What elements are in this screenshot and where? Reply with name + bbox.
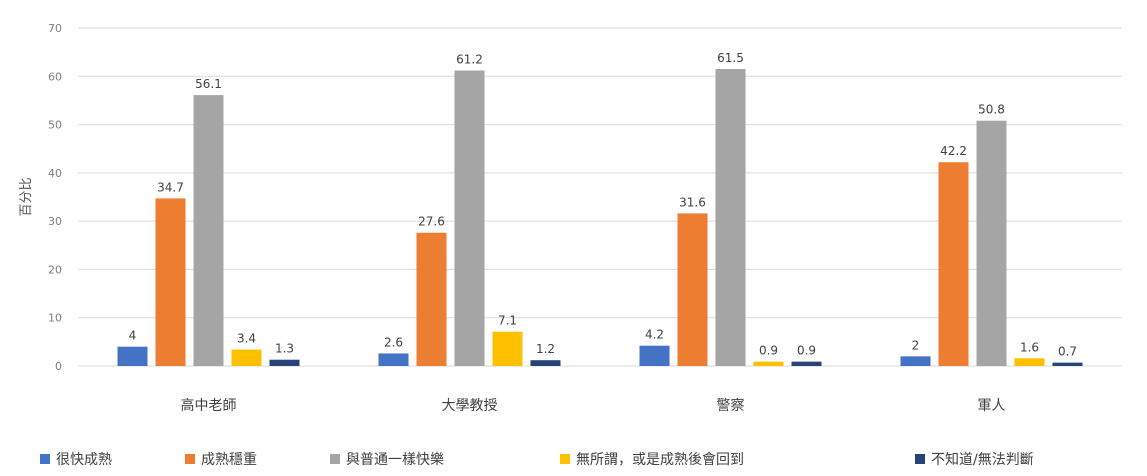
bar: [938, 162, 969, 366]
data-label: 1.3: [275, 342, 294, 356]
gridlines: [78, 27, 1122, 367]
bar: [193, 95, 224, 367]
data-label: 7.1: [498, 314, 517, 328]
y-tick-label: 20: [48, 263, 62, 276]
bar: [715, 69, 746, 367]
legend-label: 成熟穩重: [201, 452, 257, 468]
y-tick-label: 40: [48, 167, 62, 180]
data-label: 2.6: [384, 335, 403, 349]
bar: [117, 346, 148, 366]
x-category-label: 大學教授: [442, 398, 498, 414]
legend-label: 與普通一樣快樂: [346, 451, 444, 468]
y-axis-label: 百分比: [19, 177, 34, 216]
bars: [117, 69, 1083, 367]
data-label: 0.9: [797, 344, 816, 358]
bar: [530, 360, 561, 366]
data-label: 4: [129, 329, 137, 343]
y-tick-label: 0: [55, 360, 62, 373]
bar: [976, 120, 1007, 366]
legend-swatch: [560, 454, 570, 464]
x-category-label: 高中老師: [181, 397, 237, 414]
data-labels: 4 34.7 56.1 3.4 1.3 2.6 27.6 61.2 7.1 1.2 4.2 31.6 6…: [129, 51, 1077, 359]
bar: [155, 198, 186, 366]
y-tick-label: 50: [48, 119, 62, 132]
data-label: 1.2: [536, 342, 555, 356]
data-label: 3.4: [237, 332, 256, 346]
bar: [269, 359, 300, 366]
data-label: 4.2: [645, 328, 664, 342]
y-tick-label: 10: [48, 312, 62, 325]
bar: [1052, 362, 1083, 366]
data-label: 0.9: [759, 344, 778, 358]
bar: [791, 361, 822, 366]
legend-label: 很快成熟: [56, 452, 112, 468]
data-label: 50.8: [978, 103, 1005, 117]
x-category-label: 警察: [717, 397, 745, 414]
bar: [1014, 358, 1045, 366]
data-label: 27.6: [418, 215, 445, 229]
data-label: 34.7: [157, 180, 184, 194]
data-label: 61.2: [456, 52, 483, 66]
legend-swatch: [330, 454, 340, 464]
bar: [900, 356, 931, 366]
legend-swatch: [40, 454, 50, 464]
bar: [231, 349, 262, 366]
legend-swatch: [915, 454, 925, 464]
bar: [416, 232, 447, 366]
data-label: 42.2: [940, 144, 967, 158]
bar: [378, 353, 409, 366]
y-tick-label: 30: [48, 215, 62, 228]
bar: [677, 213, 708, 366]
bar: [753, 361, 784, 366]
x-axis-categories: 高中老師 大學教授 警察 軍人: [181, 397, 1006, 414]
bar: [454, 70, 485, 367]
data-label: 56.1: [195, 77, 222, 91]
y-tick-label: 60: [48, 70, 62, 83]
x-category-label: 軍人: [978, 398, 1006, 414]
bar: [639, 345, 670, 366]
legend-label: 無所謂，或是成熟後會回到: [576, 452, 744, 468]
data-label: 1.6: [1020, 340, 1039, 354]
y-tick-label: 70: [48, 22, 62, 35]
legend-swatch: [185, 454, 195, 464]
data-label: 61.5: [717, 51, 744, 65]
legend-label: 不知道/無法判斷: [931, 451, 1034, 468]
legend: 很快成熟 成熟穩重 與普通一樣快樂 無所謂，或是成熟後會回到 不知道/無法判斷: [40, 451, 1034, 468]
data-label: 0.7: [1058, 345, 1077, 359]
bar: [492, 331, 523, 366]
y-axis-ticks: 0 10 20 30 40 50 60 70: [48, 22, 62, 373]
data-label: 2: [912, 338, 920, 352]
data-label: 31.6: [679, 195, 706, 209]
